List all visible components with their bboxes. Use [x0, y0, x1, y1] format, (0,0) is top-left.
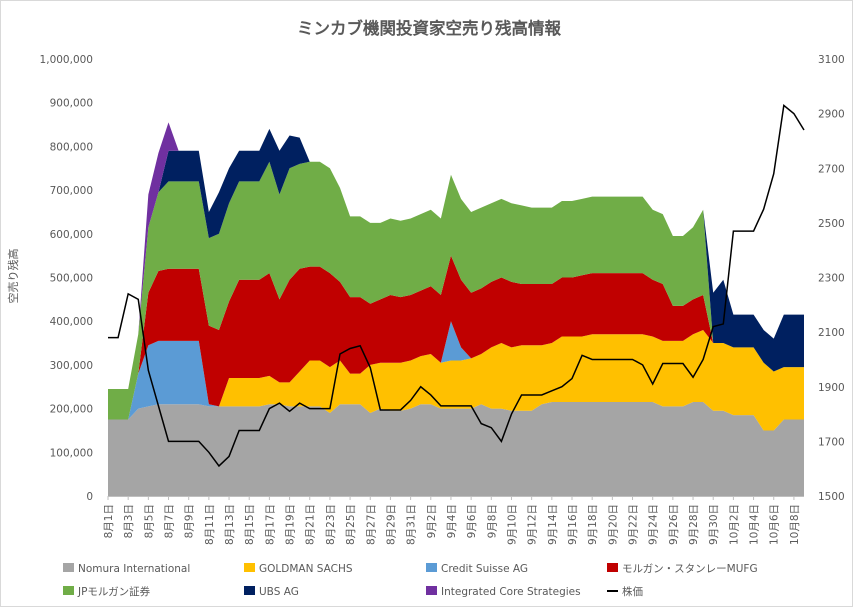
- y-tick-label: 900,000: [50, 98, 93, 110]
- y-tick-label: 1,000,000: [40, 54, 93, 66]
- x-tick-label: 9月22日: [628, 504, 640, 545]
- x-tick-label: 9月8日: [486, 504, 498, 538]
- legend-label: UBS AG: [259, 586, 299, 598]
- y-tick-label: 700,000: [50, 185, 93, 197]
- legend-label: GOLDMAN SACHS: [259, 563, 353, 575]
- legend-label: 株価: [622, 585, 643, 598]
- x-tick-label: 8月5日: [143, 504, 155, 538]
- y2-tick-label: 3100: [818, 54, 845, 66]
- x-tick-label: 8月27日: [365, 504, 377, 545]
- y2-tick-label: 1900: [818, 382, 845, 394]
- x-tick-label: 8月9日: [184, 504, 196, 538]
- legend-label: JPモルガン証券: [77, 585, 151, 598]
- y2-tick-label: 1700: [818, 436, 845, 448]
- x-tick-label: 9月18日: [587, 504, 599, 545]
- x-tick-label: 10月6日: [769, 504, 781, 545]
- x-tick-label: 9月12日: [527, 504, 539, 545]
- y-tick-label: 300,000: [50, 360, 93, 372]
- area-series-6: [108, 122, 804, 389]
- y-tick-label: 200,000: [50, 404, 93, 416]
- x-tick-label: 8月23日: [325, 504, 337, 545]
- legend-label: Credit Suisse AG: [441, 563, 528, 575]
- x-tick-label: 9月10日: [506, 504, 518, 545]
- x-tick-label: 10月4日: [749, 504, 761, 545]
- price-line: [108, 104, 805, 468]
- legend-swatch: [63, 563, 74, 572]
- area-series-2: [108, 321, 804, 420]
- price-line-layer: [108, 104, 805, 468]
- y2-tick-label: 2900: [818, 109, 845, 121]
- x-tick-label: 9月6日: [466, 504, 478, 538]
- y-tick-label: 500,000: [50, 273, 93, 285]
- x-tick-label: 9月14日: [547, 504, 559, 545]
- x-tick-label: 10月2日: [728, 504, 740, 545]
- legend-label: Nomura International: [78, 563, 190, 575]
- x-tick-label: 8月15日: [244, 504, 256, 545]
- x-tick-label: 9月26日: [668, 504, 680, 545]
- x-tick-label: 10月8日: [789, 504, 801, 545]
- x-tick-label: 8月17日: [264, 504, 276, 545]
- legend-swatch: [244, 586, 255, 595]
- x-tick-label: 8月25日: [345, 504, 357, 545]
- y2-tick-label: 2500: [818, 218, 845, 230]
- y2-tick-label: 2300: [818, 273, 845, 285]
- area-series-4: [108, 161, 804, 420]
- x-tick-label: 9月4日: [446, 504, 458, 538]
- legend-swatch: [426, 586, 437, 595]
- legend-label: Integrated Core Strategies: [441, 586, 581, 598]
- x-tick-label: 8月1日: [103, 504, 115, 538]
- x-tick-label: 8月3日: [123, 504, 135, 538]
- y2-tick-label: 2100: [818, 327, 845, 339]
- chart-title: ミンカブ機関投資家空売り残高情報: [297, 18, 562, 38]
- x-tick-label: 9月20日: [607, 504, 619, 545]
- legend-label: モルガン・スタンレーMUFG: [622, 563, 758, 575]
- y-tick-label: 100,000: [50, 447, 93, 459]
- x-tick-label: 8月7日: [164, 504, 176, 538]
- x-tick-label: 8月29日: [385, 504, 397, 545]
- x-tick-label: 8月11日: [204, 504, 216, 545]
- legend-swatch: [244, 563, 255, 572]
- y-tick-label: 0: [86, 491, 93, 503]
- x-tick-label: 9月2日: [426, 504, 438, 538]
- area-layer: [108, 122, 804, 496]
- x-tick-label: 8月31日: [406, 504, 418, 545]
- x-tick-label: 8月19日: [285, 504, 297, 545]
- area-series-1: [108, 329, 804, 431]
- x-tick-label: 8月21日: [305, 504, 317, 545]
- x-tick-label: 9月28日: [688, 504, 700, 545]
- area-series-3: [108, 255, 804, 420]
- x-tick-label: 8月13日: [224, 504, 236, 545]
- y2-tick-label: 1500: [818, 491, 845, 503]
- y-tick-label: 600,000: [50, 229, 93, 241]
- legend-swatch: [63, 586, 74, 595]
- x-tick-label: 9月24日: [648, 504, 660, 545]
- x-tick-label: 9月16日: [567, 504, 579, 545]
- area-series-5: [108, 128, 804, 389]
- y2-tick-label: 2700: [818, 163, 845, 175]
- axes-layer: 0 100,000 200,000 300,000 400,000 500,000 600,…: [40, 54, 845, 545]
- x-tick-label: 9月30日: [708, 504, 720, 545]
- legend-swatch: [426, 563, 437, 572]
- y-tick-label: 400,000: [50, 316, 93, 328]
- legend-swatch: [607, 563, 618, 572]
- y-tick-label: 800,000: [50, 141, 93, 153]
- legend: Nomura International GOLDMAN SACHS Credit …: [63, 563, 758, 598]
- y-axis-label: 空売り残高: [6, 249, 20, 304]
- area-series-0: [108, 402, 804, 496]
